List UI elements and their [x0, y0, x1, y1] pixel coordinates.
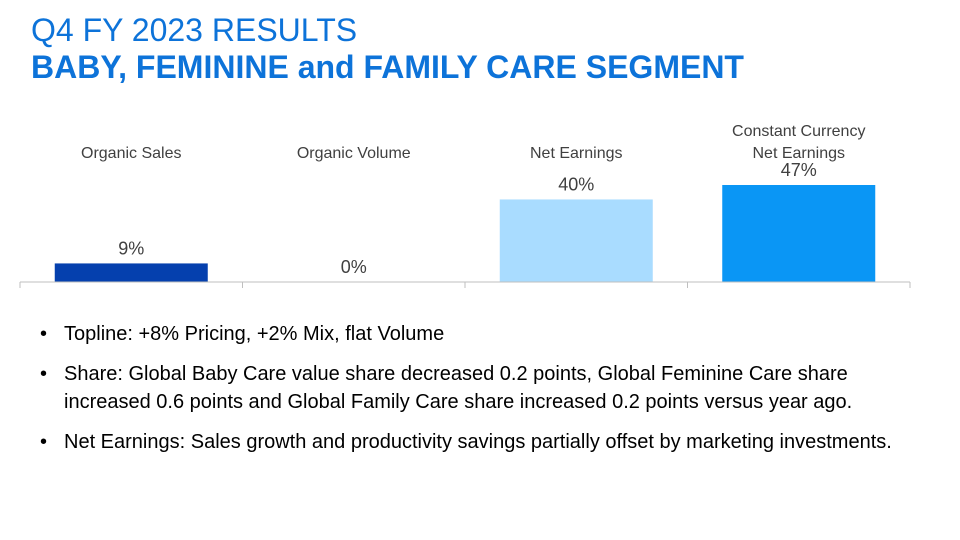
bullet-list: Topline: +8% Pricing, +2% Mix, flat Volu…: [38, 320, 918, 468]
bar-2: [499, 199, 653, 282]
data-label-0: 9%: [118, 238, 144, 258]
category-label-3-0: Constant Currency: [732, 123, 865, 140]
page-subtitle: BABY, FEMININE and FAMILY CARE SEGMENT: [31, 49, 744, 85]
category-label-2-0: Net Earnings: [530, 145, 623, 162]
category-label-0-0: Organic Sales: [81, 145, 182, 162]
bar-0: [54, 263, 208, 282]
bar-chart: 9% Organic Sales 0% Organic Volume 40% Net Ea…: [19, 123, 911, 288]
bullet-share: Share: Global Baby Care value share decr…: [38, 360, 918, 416]
page-title: Q4 FY 2023 RESULTS: [31, 12, 358, 48]
data-label-1: 0%: [341, 257, 367, 277]
bar-3: [722, 185, 876, 282]
data-label-3: 47%: [781, 160, 817, 180]
data-label-2: 40%: [558, 174, 594, 194]
bullet-net-earnings: Net Earnings: Sales growth and productiv…: [38, 428, 918, 456]
category-label-1-0: Organic Volume: [297, 145, 411, 162]
bullet-topline: Topline: +8% Pricing, +2% Mix, flat Volu…: [38, 320, 918, 348]
category-label-3-1: Net Earnings: [753, 145, 846, 162]
